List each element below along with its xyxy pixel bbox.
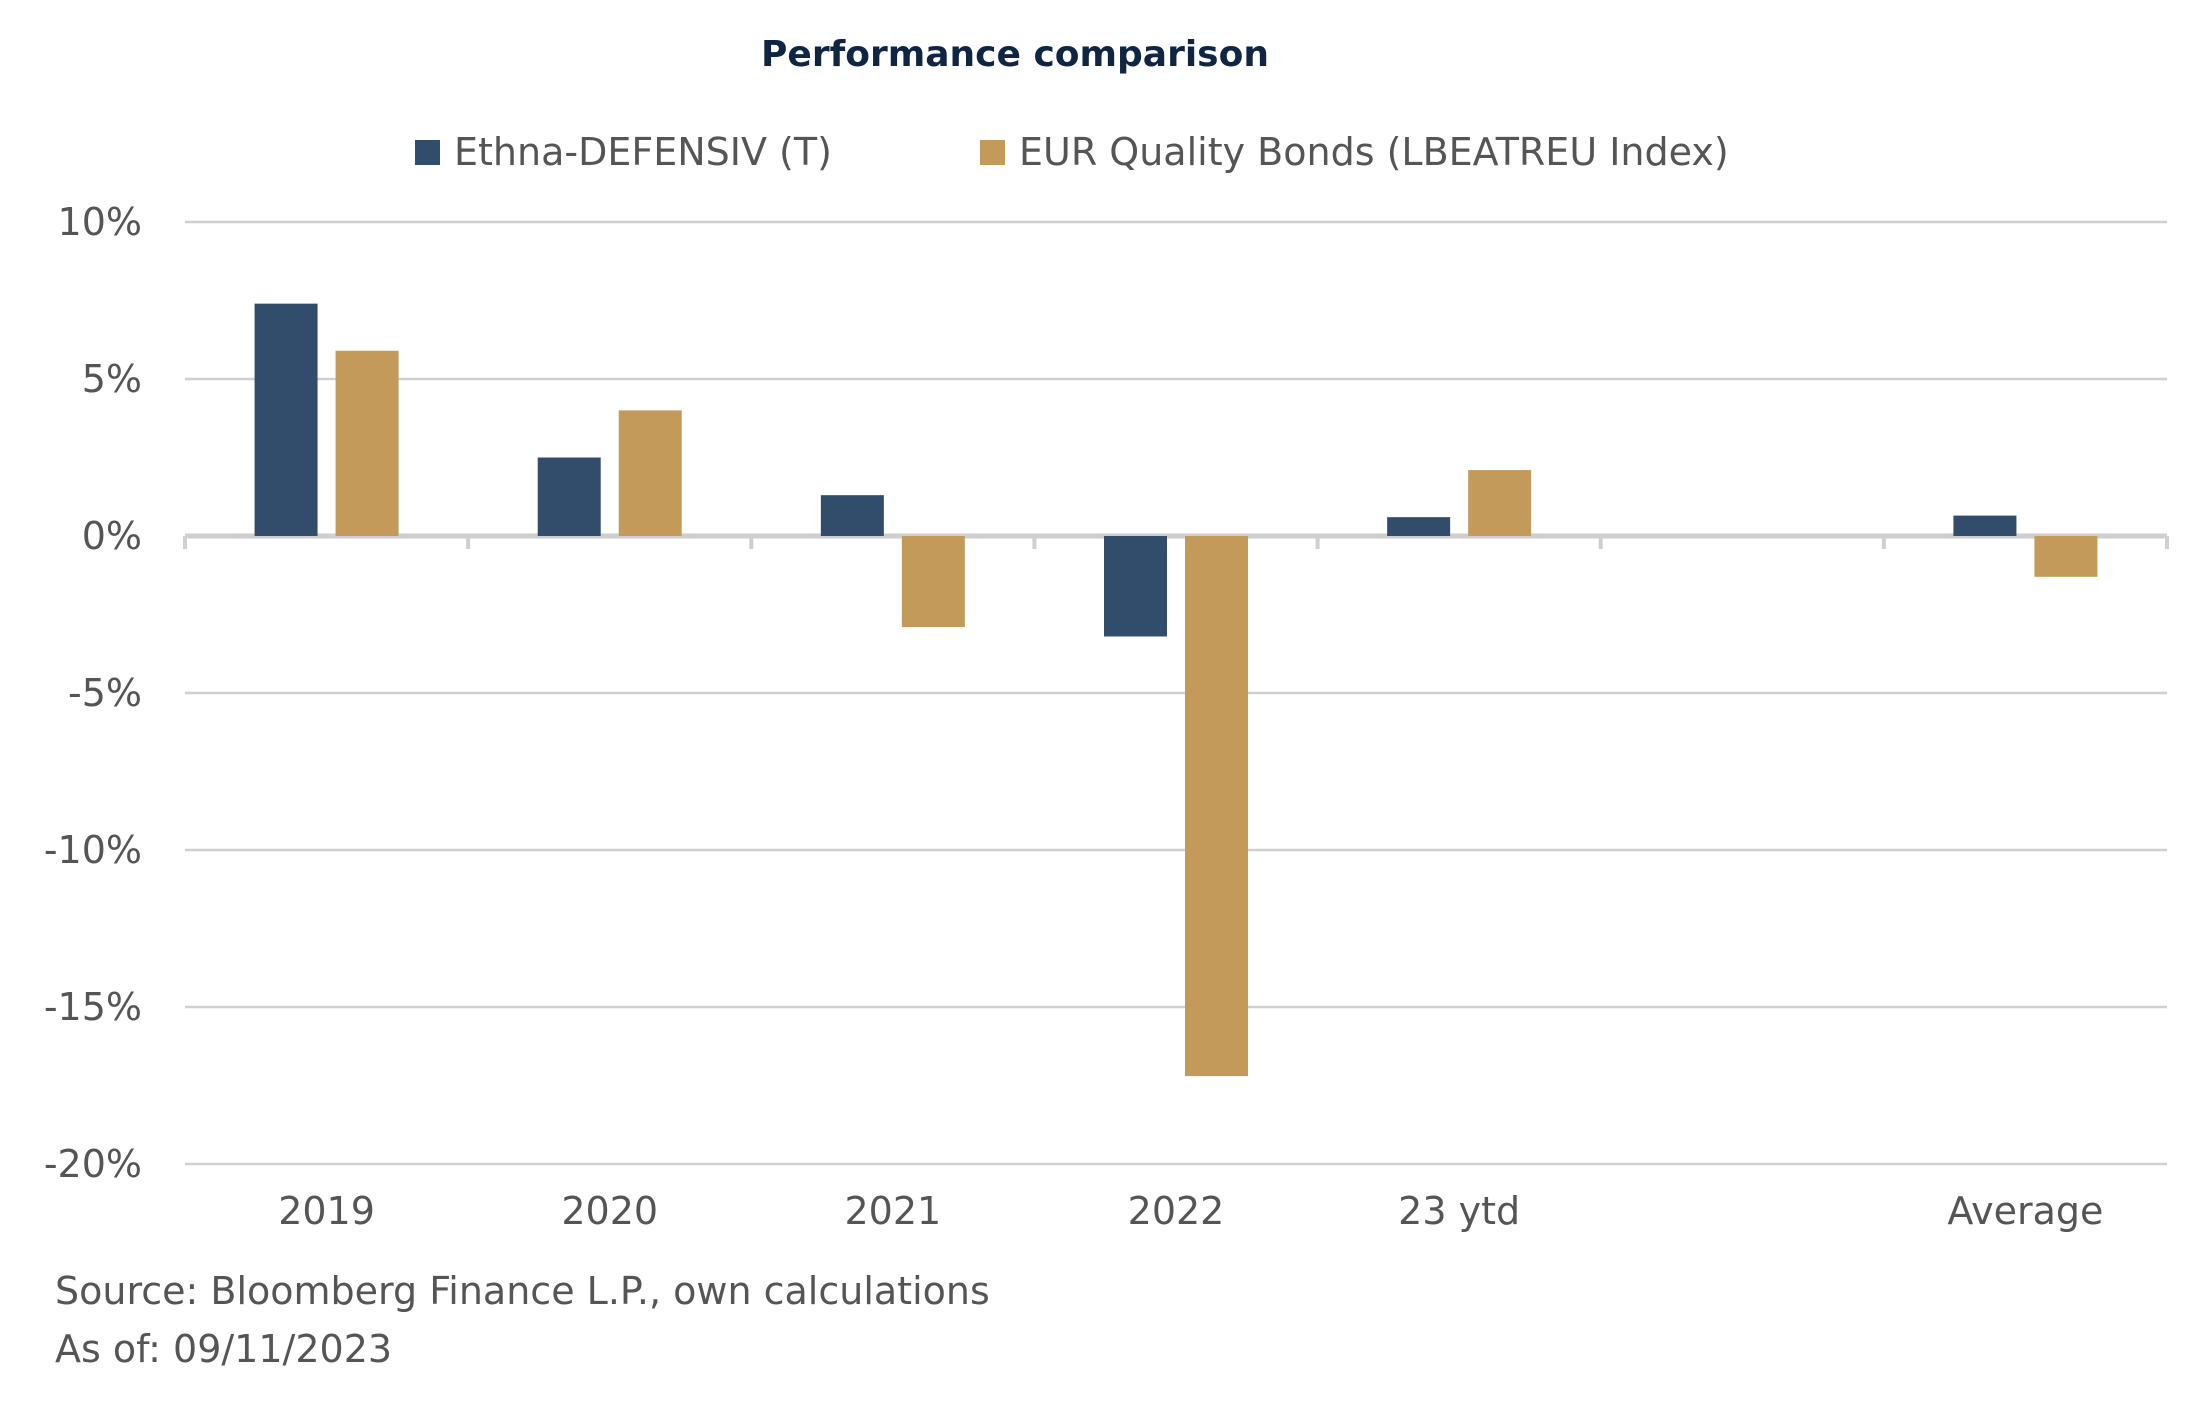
as-of-date: As of: 09/11/2023 xyxy=(55,1327,393,1371)
y-tick-label: 10% xyxy=(58,200,142,244)
bar-eur-bonds xyxy=(1185,536,1248,1077)
chart-title: Performance comparison xyxy=(761,34,1269,75)
y-tick-label: -5% xyxy=(68,671,142,715)
bar-ethna xyxy=(820,495,884,536)
x-tick-label: 2021 xyxy=(844,1189,941,1233)
bar-eur-bonds xyxy=(335,350,399,536)
bar-eur-bonds xyxy=(901,536,965,628)
bar-ethna xyxy=(1953,515,2017,536)
y-tick-label: -10% xyxy=(44,828,142,872)
bar-ethna xyxy=(1104,536,1167,637)
footer: Source: Bloomberg Finance L.P., own calc… xyxy=(55,1262,990,1378)
legend-item-eur-bonds: EUR Quality Bonds (LBEATREU Index) xyxy=(980,130,1729,174)
x-tick-label: 2019 xyxy=(278,1189,375,1233)
x-tick-label: 2020 xyxy=(561,1189,658,1233)
legend-swatch-eur-bonds xyxy=(980,139,1005,165)
legend-label-eur-bonds: EUR Quality Bonds (LBEATREU Index) xyxy=(1019,130,1729,174)
legend-label-ethna: Ethna-DEFENSIV (T) xyxy=(454,130,832,174)
y-tick-label: -15% xyxy=(44,985,142,1029)
y-tick-label: 5% xyxy=(82,357,142,401)
x-tick-label: 2022 xyxy=(1128,1189,1225,1233)
bar-eur-bonds xyxy=(1468,470,1532,536)
y-tick-label: 0% xyxy=(82,514,142,558)
bar-ethna xyxy=(254,303,318,536)
bar-ethna xyxy=(537,457,601,536)
bar-eur-bonds xyxy=(2034,536,2098,577)
x-tick-label: 23 ytd xyxy=(1398,1189,1520,1233)
legend-swatch-ethna xyxy=(415,139,440,165)
source-note: Source: Bloomberg Finance L.P., own calc… xyxy=(55,1269,990,1313)
bar-eur-bonds xyxy=(618,410,682,536)
x-tick-label: Average xyxy=(1947,1189,2103,1233)
legend: Ethna-DEFENSIV (T) EUR Quality Bonds (LB… xyxy=(0,130,2208,190)
y-tick-label: -20% xyxy=(44,1142,142,1186)
bar-ethna xyxy=(1387,517,1451,536)
legend-item-ethna: Ethna-DEFENSIV (T) xyxy=(415,130,832,174)
